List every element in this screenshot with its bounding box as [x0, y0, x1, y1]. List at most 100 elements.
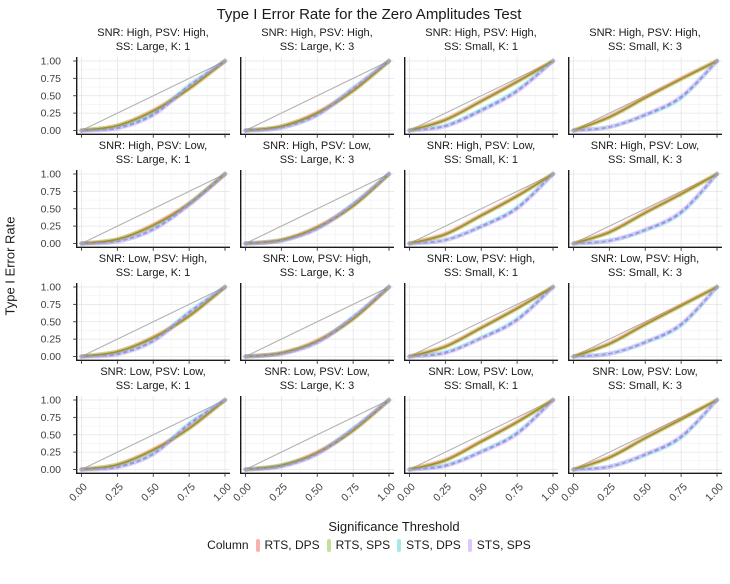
series-line-sts-sps	[409, 286, 554, 358]
legend-key-icon	[397, 538, 402, 552]
plot-panel	[239, 170, 394, 251]
facet-cell: SNR: High, PSV: High, SS: Small, K: 3	[567, 27, 722, 138]
tick-marks	[573, 134, 718, 138]
series-line-sts-sps	[81, 173, 226, 245]
y-tick-label: 0.75	[41, 412, 62, 424]
facet-cell: SNR: High, PSV: High, SS: Small, K: 1	[403, 27, 558, 138]
x-tick-label: 0.25	[266, 481, 290, 504]
x-tick-label: 0.50	[302, 481, 326, 504]
series-line-rts-sps	[245, 60, 390, 132]
y-tick-label: 1.00	[41, 282, 62, 294]
facet-title: SNR: Low, PSV: High, SS: Large, K: 1	[98, 253, 208, 279]
tick-marks	[245, 134, 390, 138]
diagonal-reference-line	[245, 399, 390, 470]
series-line-sts-sps	[573, 286, 718, 358]
series-line-sts-sps	[81, 60, 226, 132]
diagonal-reference-line	[573, 399, 718, 470]
series-line-sts-sps	[409, 173, 554, 245]
facet-cell: SNR: Low, PSV: High, SS: Large, K: 3	[239, 253, 394, 364]
y-tick-label: 0.50	[41, 203, 62, 215]
y-tick-label: 1.00	[41, 395, 62, 407]
tick-marks	[73, 286, 226, 364]
legend-label: STS, DPS	[406, 538, 461, 552]
series-line-rts-sps	[573, 173, 718, 245]
y-tick-label: 0.75	[41, 73, 62, 85]
y-tick-label: 1.00	[41, 169, 62, 181]
legend-item-sts-sps: STS, SPS	[467, 538, 531, 552]
legend-label: STS, SPS	[476, 538, 531, 552]
legend-title: Column	[207, 538, 249, 552]
y-tick-label: 0.25	[41, 447, 62, 459]
legend-key-icon	[467, 538, 472, 552]
x-tick-label: 0.00	[395, 481, 418, 504]
y-tick-labels: 0.00 0.25 0.50 0.75 1.00	[41, 282, 62, 364]
legend-item-rts-sps: RTS, SPS	[326, 538, 391, 552]
axis-lines	[239, 283, 394, 362]
facet-title: SNR: Low, PSV: Low, SS: Small, K: 3	[592, 366, 698, 392]
x-tick-label: 1.00	[538, 481, 562, 504]
series-line-sts-sps	[245, 60, 390, 132]
series-line-rts-sps	[81, 173, 226, 245]
x-tick-label: 0.25	[430, 481, 454, 504]
x-tick-label: 0.75	[174, 481, 198, 504]
plot-panel	[403, 283, 558, 364]
series-line-rts-sps	[409, 399, 554, 471]
facet-title: SNR: High, PSV: High, SS: Large, K: 1	[97, 27, 209, 53]
x-tick-label: 0.50	[466, 481, 490, 504]
facet-title: SNR: High, PSV: High, SS: Small, K: 3	[589, 27, 701, 53]
diagonal-reference-line	[573, 173, 718, 244]
diagonal-reference-line	[409, 173, 554, 244]
plot-panel	[403, 57, 558, 138]
diagonal-reference-line	[409, 286, 554, 357]
x-tick-label: 1.00	[374, 481, 398, 504]
plot-panel	[567, 396, 722, 477]
plot-panel	[567, 57, 722, 138]
plot-panel	[73, 283, 230, 364]
tick-marks	[573, 473, 718, 477]
series-line-rts-sps	[573, 399, 718, 471]
legend-item-sts-dps: STS, DPS	[397, 538, 461, 552]
series-line-sts-sps	[81, 286, 226, 358]
facet-title: SNR: High, PSV: Low, SS: Large, K: 3	[262, 140, 372, 166]
plot-panel	[239, 396, 394, 477]
plot-panel	[73, 57, 230, 138]
y-tick-label: 0.50	[41, 316, 62, 328]
facet-title: SNR: Low, PSV: High, SS: Small, K: 1	[426, 253, 536, 279]
facet-cell: SNR: Low, PSV: High, SS: Small, K: 1	[403, 253, 558, 364]
facet-title: SNR: High, PSV: Low, SS: Small, K: 3	[590, 140, 700, 166]
facet-cell: SNR: Low, PSV: Low, SS: Large, K: 3	[239, 366, 394, 477]
tick-marks	[73, 399, 226, 477]
plot-panel	[73, 170, 230, 251]
series-line-rts-sps	[573, 60, 718, 132]
facet-cell: SNR: High, PSV: High, SS: Large, K: 1	[73, 27, 230, 138]
axis-lines	[567, 283, 722, 362]
x-tick-label: 0.75	[502, 481, 526, 504]
tick-marks	[409, 473, 554, 477]
facet-cell: SNR: High, PSV: High, SS: Large, K: 3	[239, 27, 394, 138]
series-line-sts-sps	[245, 286, 390, 358]
diagonal-reference-line	[81, 286, 226, 357]
y-tick-label: 0.00	[41, 464, 62, 476]
y-axis-gutter: 0.00 0.25 0.50 0.75 1.00	[16, 366, 66, 477]
legend: Column RTS, DPS RTS, SPS STS, DPS STS, SPS	[16, 538, 722, 552]
y-tick-labels: 0.00 0.25 0.50 0.75 1.00	[41, 395, 62, 477]
y-axis-title: Type I Error Rate	[2, 216, 18, 316]
plot-panel	[239, 283, 394, 364]
diagonal-reference-line	[245, 286, 390, 357]
diagonal-reference-line	[81, 399, 226, 470]
facet-title: SNR: High, PSV: High, SS: Small, K: 1	[425, 27, 537, 53]
series-line-rts-sps	[81, 399, 226, 471]
plot-panel	[239, 57, 394, 138]
diagonal-reference-line	[245, 60, 390, 131]
x-tick-label: 0.75	[338, 481, 362, 504]
y-tick-label: 0.00	[41, 125, 62, 137]
plot-panel	[73, 396, 230, 477]
tick-marks	[409, 134, 554, 138]
tick-marks	[573, 360, 718, 364]
tick-marks	[245, 473, 390, 477]
x-tick-cell: 0.00 0.25 0.50 0.75 1.00	[559, 479, 725, 517]
plot-panel	[403, 170, 558, 251]
legend-label: RTS, SPS	[335, 538, 391, 552]
facet-cell: SNR: Low, PSV: Low, SS: Small, K: 1	[403, 366, 558, 477]
